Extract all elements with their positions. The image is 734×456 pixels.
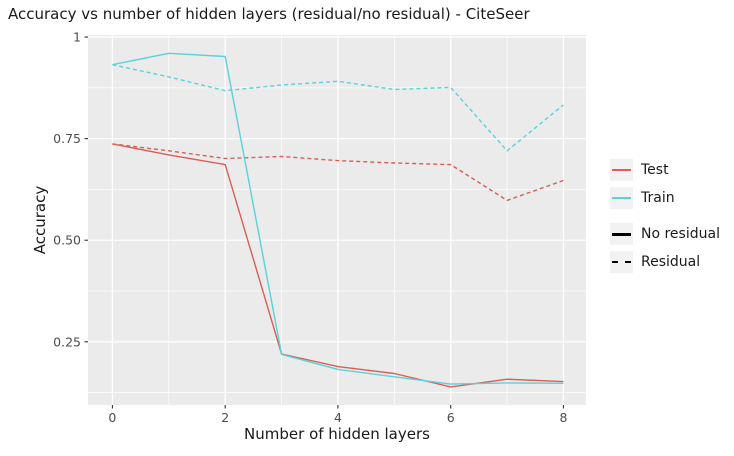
legend-label-train: Train [641, 190, 675, 206]
series-line-test-no-residual [112, 143, 564, 388]
legend-item-train: Train [610, 187, 720, 209]
y-axis-label: Accuracy [31, 185, 49, 255]
legend-item-test: Test [610, 159, 720, 181]
x-tick-label: 4 [334, 410, 342, 425]
x-tick-label: 6 [447, 410, 455, 425]
legend-key-train [610, 187, 633, 209]
x-axis-label: Number of hidden layers [244, 425, 430, 443]
legend-label-residual: Residual [641, 254, 701, 270]
train-line-icon [612, 197, 631, 199]
series-line-train-residual [112, 64, 564, 152]
legend-key-no-residual [610, 223, 633, 245]
legend-item-no-residual: No residual [610, 223, 720, 245]
legend-label-test: Test [641, 162, 669, 178]
y-tick-label: 0.75 [53, 131, 81, 146]
chart-title: Accuracy vs number of hidden layers (res… [8, 5, 530, 23]
plot-panel [88, 35, 586, 405]
legend-label-no-residual: No residual [641, 226, 720, 242]
legend-group-gap [610, 215, 720, 223]
dashed-line-icon [612, 261, 631, 263]
solid-line-icon [612, 232, 631, 236]
y-tick-label: 0.50 [53, 233, 81, 248]
y-tick-label: 1 [73, 30, 81, 45]
series-line-train-no-residual [112, 52, 564, 385]
x-tick-label: 0 [108, 410, 116, 425]
legend-item-residual: Residual [610, 251, 720, 273]
x-tick-label: 8 [559, 410, 567, 425]
legend-key-test [610, 159, 633, 181]
test-line-icon [612, 169, 631, 171]
y-tick-label: 0.25 [53, 334, 81, 349]
legend: Test Train No residual Residual [610, 159, 720, 279]
series-line-test-residual [112, 143, 564, 202]
legend-key-residual [610, 251, 633, 273]
x-tick-label: 2 [221, 410, 229, 425]
